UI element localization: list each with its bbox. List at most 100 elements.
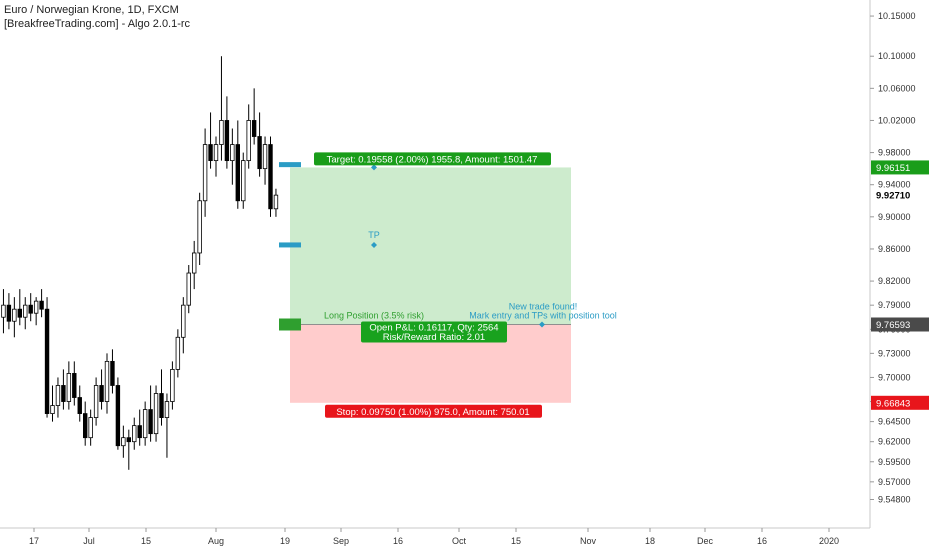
candle <box>219 56 224 161</box>
candle-body-down <box>251 120 257 137</box>
candle-body-down <box>137 425 142 439</box>
stop-box <box>325 404 542 418</box>
candle-body-up <box>132 425 137 443</box>
price-label-bg <box>871 317 929 332</box>
price-label-bg <box>871 188 929 203</box>
price-tick-label: 9.57000 <box>878 477 911 487</box>
candle <box>83 401 88 446</box>
candle-body-up <box>230 144 235 162</box>
candle <box>202 128 208 217</box>
candle <box>72 361 77 406</box>
candle-body-up <box>246 120 251 162</box>
tp-diamond <box>371 241 377 248</box>
candle <box>77 385 82 422</box>
candle-body-down <box>28 304 33 314</box>
time-tick-label: 2020 <box>819 536 839 546</box>
candle-body-up <box>153 393 159 435</box>
candle <box>164 393 170 458</box>
candle <box>148 385 153 442</box>
tp-marker-bar <box>279 242 301 248</box>
candle <box>55 377 61 418</box>
pnl-box <box>361 321 507 343</box>
candle-body-up <box>164 401 170 418</box>
candle-body-down <box>110 360 115 386</box>
time-tick-label: Jul <box>83 536 95 546</box>
price-tick-label: 9.82000 <box>878 276 911 286</box>
candle-body-down <box>126 437 131 443</box>
candle <box>23 297 28 330</box>
target-label: Target: 0.19558 (2.00%) 1955.8, Amount: … <box>327 154 538 165</box>
time-tick-label: Dec <box>697 536 714 546</box>
candle-body-up <box>273 194 279 210</box>
pnl-label: Open P&L: 0.16117, Qty: 2564 <box>369 322 498 333</box>
candle <box>12 297 17 338</box>
price-label: 9.76593 <box>876 320 910 331</box>
entry-marker-bar <box>279 318 301 331</box>
candle <box>230 128 235 185</box>
candle <box>175 329 181 378</box>
candle-body-down <box>72 373 77 398</box>
candle <box>273 188 279 217</box>
candle <box>17 289 22 326</box>
tp-label: TP <box>368 230 380 240</box>
candle <box>93 377 99 426</box>
time-tick-label: Sep <box>333 536 349 546</box>
candle <box>132 417 137 450</box>
price-tick-label: 10.02000 <box>878 115 916 125</box>
candle <box>6 293 12 330</box>
candle-body-up <box>213 144 219 162</box>
time-tick-label: Nov <box>580 536 597 546</box>
chart-header: Euro / Norwegian Krone, 1D, FXCM [Breakf… <box>4 3 190 31</box>
candle-body-down <box>268 144 273 210</box>
candle <box>110 349 115 394</box>
price-label: 9.96151 <box>876 163 910 174</box>
candle-body-down <box>159 393 164 418</box>
price-label: 9.66843 <box>876 398 910 409</box>
candle <box>241 152 246 209</box>
candle-body-up <box>186 272 191 306</box>
candle-body-up <box>33 300 39 314</box>
candle <box>88 409 93 446</box>
candle-body-down <box>257 136 262 170</box>
note-line-2: Mark entry and TPs with position tool <box>469 310 616 320</box>
time-tick-label: 16 <box>393 536 403 546</box>
candle-body-down <box>235 144 240 202</box>
price-tick-label: 9.70000 <box>878 372 911 382</box>
candle <box>33 297 39 326</box>
price-tick-label: 9.73000 <box>878 348 911 358</box>
price-tick-label: 10.06000 <box>878 83 916 93</box>
candle <box>44 297 50 418</box>
candle <box>208 112 213 169</box>
price-tick-label: 9.94000 <box>878 180 911 190</box>
candle <box>262 136 268 185</box>
note-line-1: New trade found! <box>509 301 578 311</box>
target-marker-bar <box>279 162 301 168</box>
candle-body-down <box>224 120 230 162</box>
candle-body-down <box>115 385 121 447</box>
chart-title: Euro / Norwegian Krone, 1D, FXCM <box>4 4 179 16</box>
rr-label: Risk/Reward Ratio: 2.01 <box>383 332 485 343</box>
candle-body-up <box>121 437 126 447</box>
target-diamond <box>371 164 377 171</box>
candle <box>159 369 164 426</box>
time-tick-label: 17 <box>29 536 39 546</box>
candle <box>186 265 191 314</box>
candle-body-down <box>17 308 22 318</box>
price-label: 9.92710 <box>876 191 910 202</box>
candle <box>50 385 55 422</box>
candle-body-up <box>104 360 110 402</box>
position-label: Long Position (3.5% risk) <box>324 310 424 320</box>
candle <box>66 361 72 410</box>
candle-body-up <box>175 336 181 370</box>
candle <box>126 429 131 470</box>
candle-body-up <box>23 304 28 318</box>
candles-group <box>1 56 279 470</box>
candle-body-up <box>1 304 6 318</box>
candle-body-up <box>142 409 148 439</box>
candle <box>115 377 121 450</box>
candle-body-up <box>202 144 208 202</box>
candle-body-up <box>262 144 268 170</box>
price-tick-label: 9.64500 <box>878 417 911 427</box>
